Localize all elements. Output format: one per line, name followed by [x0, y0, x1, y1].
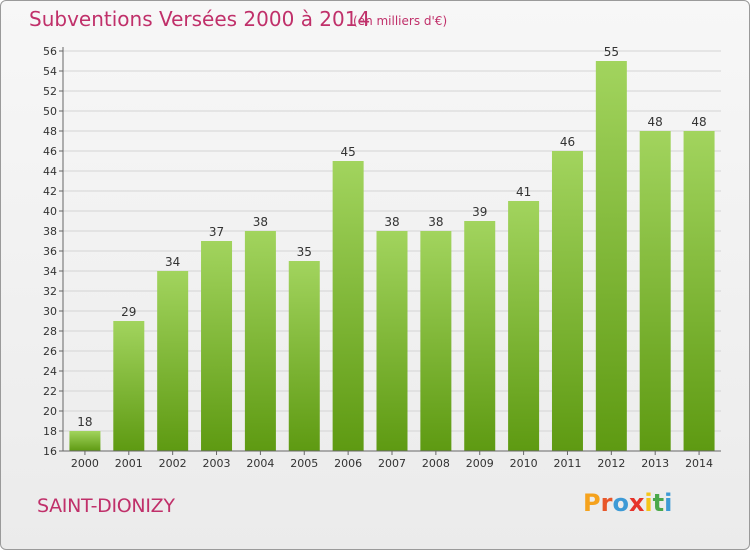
value-label-2001: 29: [121, 305, 136, 319]
bar-2001: [113, 321, 145, 451]
value-label-2004: 38: [253, 215, 268, 229]
bar-2011: [551, 151, 583, 451]
bar-2006: [332, 161, 364, 451]
y-tick-label: 50: [43, 105, 57, 118]
y-tick-label: 40: [43, 205, 57, 218]
x-tick-label-2013: 2013: [641, 457, 669, 470]
x-tick-label-2002: 2002: [159, 457, 187, 470]
bar-2004: [244, 231, 276, 451]
x-tick-label-2000: 2000: [71, 457, 99, 470]
value-label-2003: 37: [209, 225, 224, 239]
y-tick-label: 24: [43, 365, 57, 378]
x-tick-label-2003: 2003: [203, 457, 231, 470]
bar-2003: [201, 241, 233, 451]
y-tick-label: 34: [43, 265, 57, 278]
logo-letter: x: [628, 489, 645, 517]
y-tick-label: 42: [43, 185, 57, 198]
y-tick-label: 28: [43, 325, 57, 338]
x-tick-label-2004: 2004: [246, 457, 274, 470]
y-tick-label: 26: [43, 345, 57, 358]
y-tick-label: 52: [43, 85, 57, 98]
chart-unit: (en milliers d'€): [353, 14, 448, 28]
y-tick-label: 56: [43, 45, 57, 58]
y-tick-label: 46: [43, 145, 57, 158]
y-tick-label: 44: [43, 165, 57, 178]
y-tick-label: 30: [43, 305, 57, 318]
commune-name: SAINT-DIONIZY: [37, 495, 175, 517]
x-tick-label-2012: 2012: [597, 457, 625, 470]
y-tick-label: 20: [43, 405, 57, 418]
bar-2000: [69, 431, 101, 451]
value-label-2008: 38: [428, 215, 443, 229]
bar-2002: [157, 271, 189, 451]
logo-letter: r: [600, 489, 613, 517]
logo-letter: i: [644, 489, 653, 517]
logo-letter: i: [664, 489, 673, 517]
y-tick-label: 22: [43, 385, 57, 398]
chart-title: Subventions Versées 2000 à 2014: [29, 7, 371, 31]
bar-2010: [508, 201, 540, 451]
y-tick-label: 16: [43, 445, 57, 458]
value-label-2007: 38: [384, 215, 399, 229]
value-label-2000: 18: [77, 415, 92, 429]
bar-2005: [288, 261, 320, 451]
bar-2008: [420, 231, 452, 451]
y-tick-label: 18: [43, 425, 57, 438]
value-label-2012: 55: [604, 45, 619, 59]
bars: [69, 61, 715, 451]
value-label-2002: 34: [165, 255, 180, 269]
value-label-2011: 46: [560, 135, 575, 149]
x-tick-label-2006: 2006: [334, 457, 362, 470]
bar-2012: [595, 61, 627, 451]
value-label-2006: 45: [340, 145, 355, 159]
y-tick-label: 32: [43, 285, 57, 298]
y-tick-label: 54: [43, 65, 57, 78]
logo-letter: o: [612, 489, 629, 517]
labels: 18 29 34 37 38 35 45 38 38 39 41 46 55 48 48: [77, 45, 706, 429]
logo-letter: P: [583, 489, 601, 517]
bar-2013: [639, 131, 671, 451]
value-label-2009: 39: [472, 205, 487, 219]
value-label-2013: 48: [648, 115, 663, 129]
x-tick-label-2007: 2007: [378, 457, 406, 470]
x-tick-label-2014: 2014: [685, 457, 713, 470]
value-label-2014: 48: [691, 115, 706, 129]
proxiti-logo: Proxiti: [583, 489, 672, 517]
value-label-2005: 35: [297, 245, 312, 259]
y-tick-label: 38: [43, 225, 57, 238]
x-tick-label-2010: 2010: [510, 457, 538, 470]
bar-2009: [464, 221, 496, 451]
bar-2007: [376, 231, 408, 451]
y-tick-label: 48: [43, 125, 57, 138]
bar-2014: [683, 131, 715, 451]
x-tick-label-2001: 2001: [115, 457, 143, 470]
axes: 16 18 20 22 24 26 28 30 32 34 36 38 40 42 44 46 48 50 52 54…: [43, 45, 721, 470]
x-tick-label-2008: 2008: [422, 457, 450, 470]
x-tick-label-2009: 2009: [466, 457, 494, 470]
value-label-2010: 41: [516, 185, 531, 199]
x-tick-label-2011: 2011: [553, 457, 581, 470]
y-tick-label: 36: [43, 245, 57, 258]
logo-letter: t: [652, 489, 665, 517]
x-tick-label-2005: 2005: [290, 457, 318, 470]
